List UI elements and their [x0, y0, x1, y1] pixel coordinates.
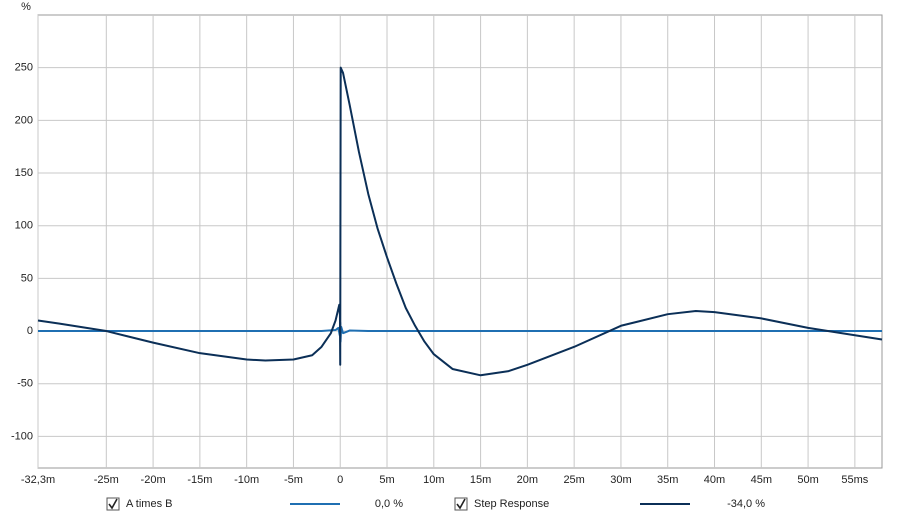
x-tick-label: 50m: [797, 474, 818, 486]
legend-readout: 0,0 %: [375, 498, 403, 510]
x-tick-label: -20m: [141, 474, 166, 486]
series-line: [37, 66, 883, 377]
y-unit: %: [21, 1, 31, 13]
y-tick-label: -50: [17, 378, 33, 390]
legend-label: A times B: [126, 498, 172, 510]
x-tick-label: -25m: [94, 474, 119, 486]
y-tick-label: -100: [11, 430, 33, 442]
x-tick-label: 5m: [379, 474, 394, 486]
x-tick-label: 45m: [751, 474, 772, 486]
plot-area: [37, 14, 883, 469]
x-tick-label: -10m: [234, 474, 259, 486]
y-tick-label: 100: [15, 220, 33, 232]
y-tick-label: 0: [27, 325, 33, 337]
x-tick-label: -32,3m: [21, 474, 55, 486]
y-tick-label: 150: [15, 167, 33, 179]
legend-checkmark: [456, 498, 466, 510]
y-tick-label: 50: [21, 272, 33, 284]
legend-readout: -34,0 %: [727, 498, 765, 510]
y-tick-label: 200: [15, 114, 33, 126]
x-tick-label: 40m: [704, 474, 725, 486]
x-tick-label: 0: [337, 474, 343, 486]
x-tick-label: 20m: [517, 474, 538, 486]
x-tick-label: 30m: [610, 474, 631, 486]
x-tick-label: 35m: [657, 474, 678, 486]
legend-label: Step Response: [474, 498, 549, 510]
x-tick-label: 55ms: [841, 474, 868, 486]
x-tick-label: 15m: [470, 474, 491, 486]
x-tick-label: 10m: [423, 474, 444, 486]
y-tick-label: 250: [15, 62, 33, 74]
x-tick-label: 25m: [563, 474, 584, 486]
legend-checkmark: [108, 498, 118, 510]
x-tick-label: -15m: [187, 474, 212, 486]
x-tick-label: -5m: [284, 474, 303, 486]
